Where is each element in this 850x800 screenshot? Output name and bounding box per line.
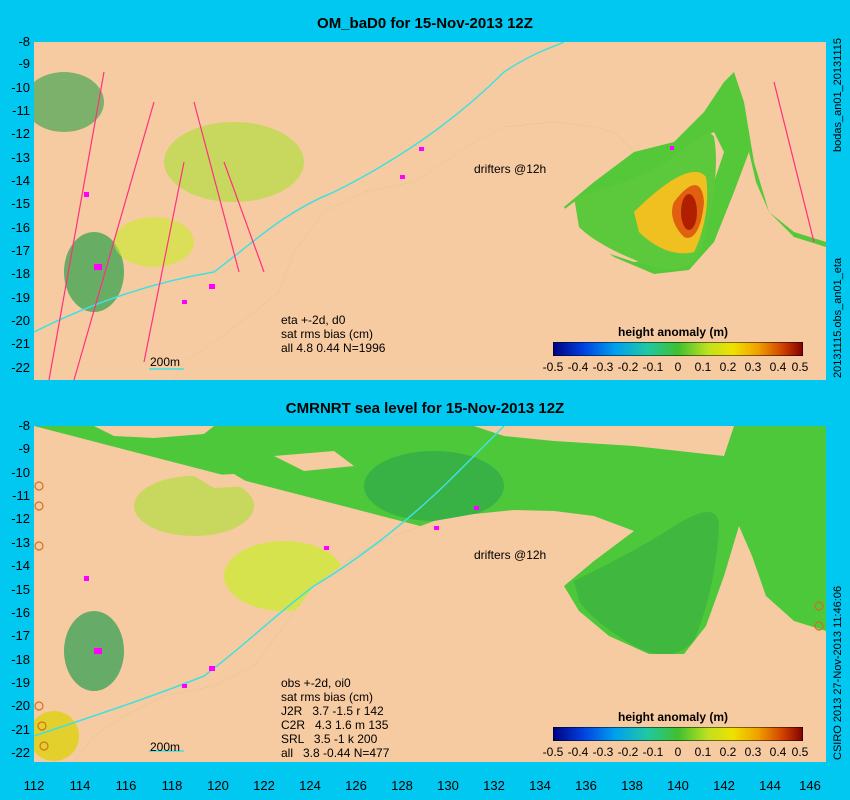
panel1-australia bbox=[174, 122, 826, 380]
panel1-side-label-top: bodas_an01_20131115 bbox=[832, 38, 844, 152]
panel1-stats-3: all 4.8 0.44 N=1996 bbox=[281, 341, 386, 355]
panel1-drifters-label: drifters @12h bbox=[474, 162, 547, 176]
panel1-anomaly-core bbox=[681, 194, 697, 230]
panel1-colorbar-title: height anomaly (m) bbox=[618, 325, 729, 339]
panel2-title: CMRNRT sea level for 15-Nov-2013 12Z bbox=[285, 400, 565, 417]
panel2-gulf bbox=[574, 511, 719, 655]
panel2-stats-1: obs +-2d, oi0 bbox=[281, 676, 351, 690]
panel1-map-svg bbox=[24, 41, 826, 381]
panel2-colorbar-ticks: -0.5 -0.4 -0.3 -0.2 -0.1 0 0.1 0.2 0.3 0… bbox=[542, 745, 809, 759]
panel2-colorbar-title: height anomaly (m) bbox=[618, 710, 729, 724]
panel1-title: OM_baD0 for 15-Nov-2013 12Z bbox=[317, 15, 533, 32]
panel1-tracks bbox=[48, 71, 815, 381]
panel1-side-label: 20131115.obs_an01_eta bbox=[832, 257, 844, 378]
panel1-map bbox=[24, 41, 826, 381]
panel1-scale-label: 200m bbox=[150, 355, 181, 369]
panel2-stats-3: J2R 3.7 -1.5 r 142 bbox=[281, 704, 384, 718]
panel2-map bbox=[29, 425, 826, 762]
panel1-stats-2: sat rms bias (cm) bbox=[281, 327, 374, 341]
panel2-stats-4: C2R 4.3 1.6 m 135 bbox=[281, 718, 389, 732]
panel2-obs-circles bbox=[34, 481, 824, 751]
panel2-map-svg bbox=[29, 425, 826, 762]
panel1-drifters bbox=[84, 146, 674, 304]
panel1-stats-1: eta +-2d, d0 bbox=[281, 313, 346, 327]
panel2-australia bbox=[74, 510, 826, 762]
panel2-drifters bbox=[84, 506, 479, 688]
panel2-drifters-label: drifters @12h bbox=[474, 548, 547, 562]
panel2-stats-6: all 3.8 -0.44 N=477 bbox=[281, 746, 390, 760]
panel2-colorbar bbox=[553, 727, 803, 741]
panel1-colorbar-ticks: -0.5 -0.4 -0.3 -0.2 -0.1 0 0.1 0.2 0.3 0… bbox=[542, 360, 809, 374]
panel2-scale-label: 200m bbox=[150, 740, 181, 754]
panel1-colorbar bbox=[553, 342, 803, 356]
panel2-side-label: CSIRO 2013 27-Nov-2013 11:46:06 bbox=[832, 585, 844, 760]
panel2-stats-2: sat rms bias (cm) bbox=[281, 690, 374, 704]
panel2-stats-5: SRL 3.5 -1 k 200 bbox=[281, 732, 378, 746]
